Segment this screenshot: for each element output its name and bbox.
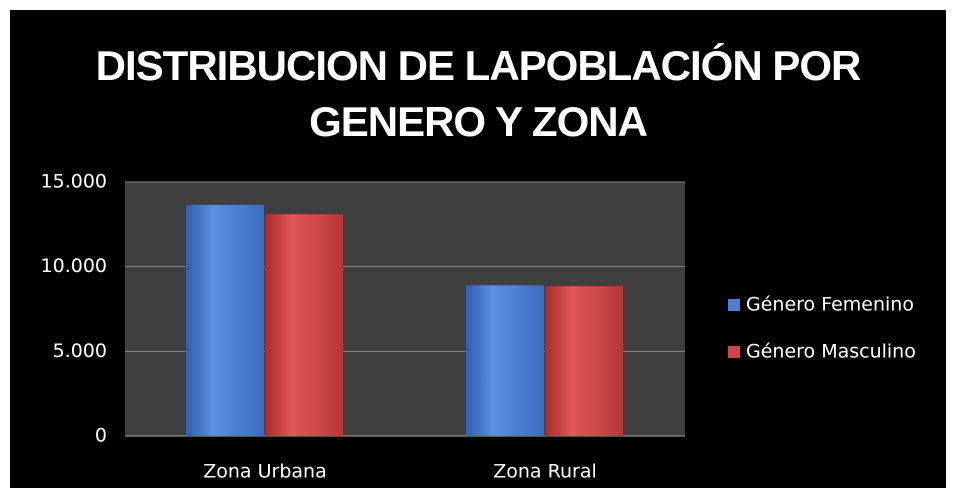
y-tick-label: 0 xyxy=(95,425,107,447)
bar xyxy=(265,214,343,436)
legend-swatch xyxy=(728,346,740,358)
bar xyxy=(466,285,544,436)
chart: 0 5.000 10.000 15.000 Zona Urbana Zona Rural G… xyxy=(41,171,916,483)
bar xyxy=(186,204,264,436)
chart-frame: 0 5.000 10.000 15.000 Zona Urbana Zona Rural G… xyxy=(10,10,946,488)
x-tick-label: Zona Rural xyxy=(493,461,597,483)
chart-title: DISTRIBUCION DE LAPOBLACIÓN POR GENERO Y… xyxy=(95,42,862,145)
legend-swatch xyxy=(728,299,740,311)
legend-label: Género Femenino xyxy=(746,294,914,316)
y-tick-label: 5.000 xyxy=(53,340,107,362)
y-tick-label: 15.000 xyxy=(41,171,107,193)
bar xyxy=(545,286,623,436)
x-tick-label: Zona Urbana xyxy=(203,461,326,483)
y-tick-label: 10.000 xyxy=(41,255,107,277)
legend-label: Género Masculino xyxy=(746,341,916,363)
